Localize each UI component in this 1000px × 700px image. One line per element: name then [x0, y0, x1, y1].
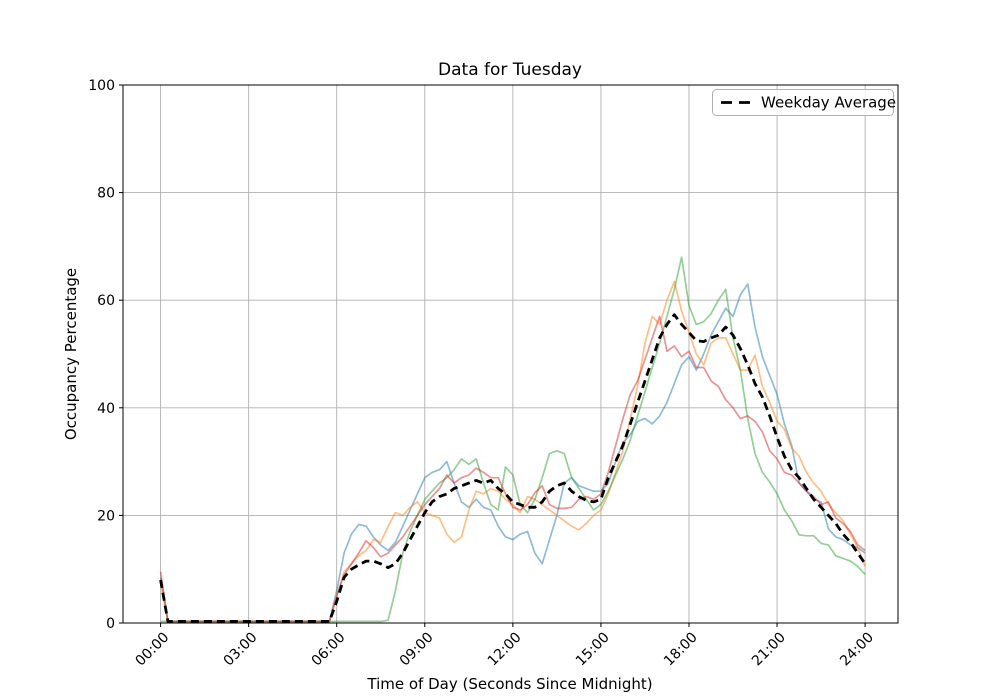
x-tick-label: 18:00 [661, 630, 701, 670]
grid [123, 84, 898, 624]
x-tick-label: 09:00 [397, 630, 437, 670]
x-tick-label: 15:00 [573, 630, 613, 670]
y-tick-label: 100 [88, 78, 115, 94]
x-tick-label: 21:00 [749, 630, 789, 670]
y-tick-label: 0 [106, 616, 115, 632]
plot-border [122, 84, 899, 624]
x-tick-label: 00:00 [133, 630, 173, 670]
y-tick-label: 20 [97, 508, 115, 524]
legend: Weekday Average [712, 89, 896, 116]
y-axis-label: Occupancy Percentage [62, 268, 80, 440]
legend-box [712, 89, 894, 116]
x-tick-label: 24:00 [837, 630, 877, 670]
y-tick-label: 40 [97, 401, 115, 417]
y-tick-label: 60 [97, 293, 115, 309]
x-tick-label: 03:00 [221, 630, 261, 670]
x-tick-label: 06:00 [309, 630, 349, 670]
y-tick-label: 80 [97, 186, 115, 202]
series-lines [159, 256, 867, 623]
legend-label: Weekday Average [761, 94, 896, 112]
series-line-tuesday-4 [159, 315, 866, 623]
x-axis-label: Time of Day (Seconds Since Midnight) [366, 675, 652, 693]
chart-title: Data for Tuesday [438, 60, 582, 80]
x-tick-label: 12:00 [485, 630, 525, 670]
